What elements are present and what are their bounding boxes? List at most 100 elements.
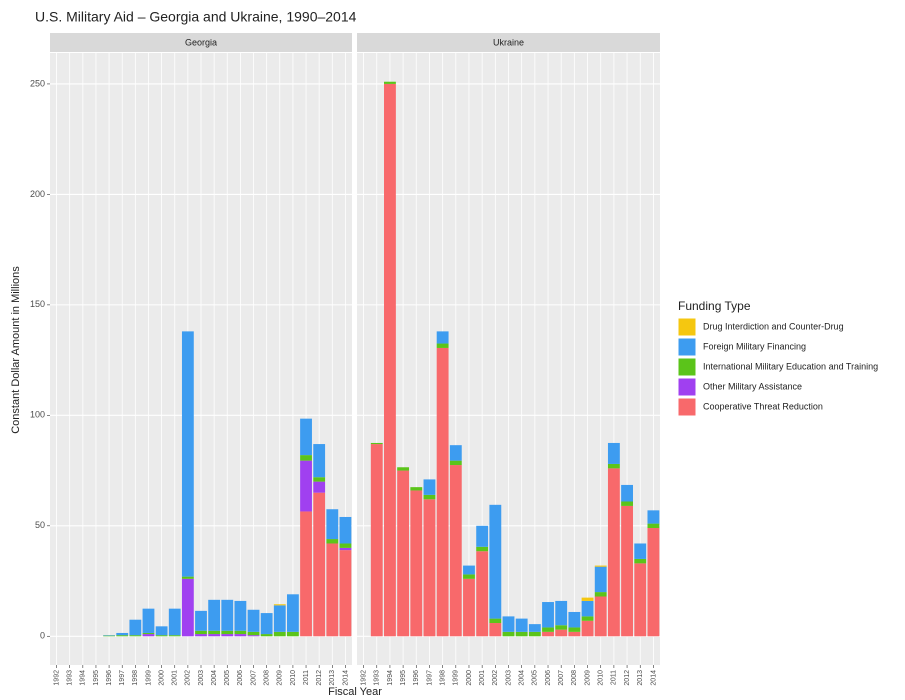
bar-segment — [594, 592, 607, 597]
bar-segment — [476, 546, 489, 552]
bar-segment — [607, 442, 620, 464]
y-tick-label: 150 — [30, 299, 45, 309]
x-tick-label: 2001 — [479, 670, 486, 686]
bar-segment — [489, 504, 502, 619]
bar-segment — [449, 465, 462, 637]
bar-segment — [370, 442, 383, 445]
facet-label: Georgia — [185, 37, 217, 47]
legend-title: Funding Type — [678, 299, 751, 313]
bar-segment — [326, 509, 339, 540]
bar-segment — [260, 613, 273, 635]
bar-segment — [370, 444, 383, 637]
x-tick-label: 2007 — [250, 670, 257, 686]
bar-segment — [581, 616, 594, 621]
bar-segment — [247, 635, 260, 637]
bar-segment — [181, 578, 194, 637]
bar-segment — [555, 629, 568, 637]
y-tick-label: 50 — [35, 520, 45, 530]
bar-segment — [621, 505, 633, 637]
x-tick-label: 1999 — [453, 670, 460, 686]
x-tick-label: 1995 — [400, 670, 407, 686]
bar-segment — [568, 627, 581, 632]
bar-segment — [384, 81, 396, 84]
bar-segment — [647, 523, 660, 529]
bar-segment — [339, 550, 352, 637]
bar-segment — [300, 460, 312, 512]
bar-segment — [181, 331, 194, 577]
bar-segment — [326, 543, 339, 637]
bar-segment — [436, 347, 449, 637]
bar-segment — [647, 510, 660, 524]
bar-segment — [463, 578, 475, 637]
x-tick-label: 2007 — [558, 670, 565, 686]
bar-segment — [555, 625, 568, 630]
bar-segment — [221, 634, 234, 637]
facet-strip — [50, 33, 352, 52]
bar-segment — [581, 600, 594, 617]
legend-label: Foreign Military Financing — [703, 341, 806, 351]
x-tick-label: 2000 — [158, 670, 165, 686]
legend-swatch — [677, 397, 697, 417]
bar-segment — [221, 630, 234, 635]
legend-swatch — [677, 337, 697, 357]
bar-segment — [489, 623, 502, 637]
y-axis-label: Constant Dollar Amount in Millions — [10, 266, 22, 434]
bar-segment — [300, 418, 312, 456]
bar-segment — [555, 600, 568, 626]
x-tick-label: 2014 — [342, 670, 349, 686]
bar-segment — [195, 630, 207, 635]
bar-segment — [449, 445, 462, 461]
x-tick-label: 2008 — [571, 670, 578, 686]
bar-segment — [476, 525, 489, 547]
x-tick-label: 2006 — [237, 670, 244, 686]
bar-segment — [476, 551, 489, 637]
bar-segment — [542, 627, 554, 632]
facet-strip — [357, 33, 660, 52]
legend-label: Drug Interdiction and Counter-Drug — [703, 321, 844, 331]
legend-label: Other Military Assistance — [703, 381, 802, 391]
x-tick-label: 2013 — [637, 670, 644, 686]
bar-segment — [581, 620, 594, 637]
bar-segment — [273, 605, 286, 632]
bar-segment — [463, 574, 475, 579]
bar-segment — [208, 634, 221, 637]
bar-segment — [155, 626, 168, 636]
bar-segment — [142, 632, 155, 635]
bar-segment — [463, 565, 475, 575]
bar-segment — [607, 463, 620, 469]
x-tick-label: 1992 — [53, 670, 60, 686]
bar-segment — [339, 547, 352, 551]
bar-segment — [621, 484, 633, 502]
bar-segment — [168, 608, 181, 636]
bar-segment — [542, 631, 554, 637]
bar-segment — [621, 501, 633, 506]
bar-segment — [515, 618, 528, 632]
bar-segment — [142, 634, 155, 637]
bar-segment — [273, 604, 286, 606]
bar-segment — [313, 481, 326, 493]
legend-label: International Military Education and Tra… — [703, 361, 878, 371]
bar-segment — [313, 477, 326, 482]
bar-segment — [221, 599, 234, 631]
legend-label: Cooperative Threat Reduction — [703, 401, 823, 411]
bar-segment — [568, 631, 581, 637]
bar-segment — [234, 630, 247, 635]
bar-segment — [234, 634, 247, 637]
x-tick-label: 1996 — [106, 670, 113, 686]
bar-segment — [300, 455, 312, 461]
bar-segment — [287, 594, 299, 632]
bar-segment — [397, 470, 410, 637]
bar-segment — [208, 599, 221, 631]
bar-segment — [339, 543, 352, 548]
y-tick-label: 250 — [30, 78, 45, 88]
x-tick-label: 1993 — [374, 670, 381, 686]
bar-segment — [568, 611, 581, 628]
x-tick-label: 2001 — [172, 670, 179, 686]
bar-segment — [273, 631, 286, 637]
x-tick-label: 2002 — [492, 670, 499, 686]
bar-segment — [502, 616, 515, 632]
legend-swatch — [677, 357, 697, 377]
x-tick-label: 1995 — [93, 670, 100, 686]
bar-segment — [528, 631, 541, 637]
bar-segment — [195, 634, 207, 637]
